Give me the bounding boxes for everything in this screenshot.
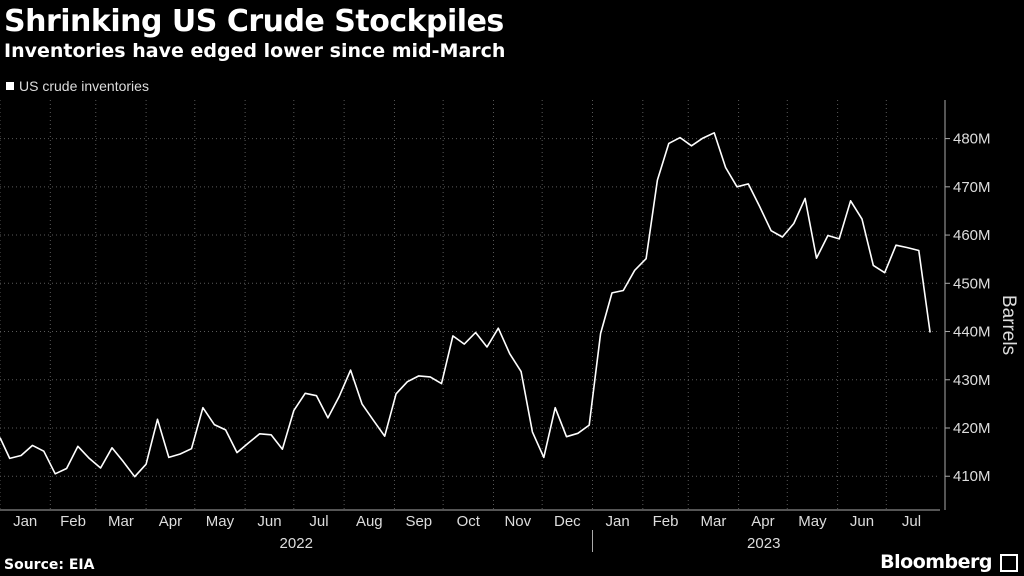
y-tick-label: 440M [953,324,991,341]
x-tick-label: Apr [159,513,182,530]
x-year-label: 2023 [747,535,780,552]
x-tick-label: Jan [13,513,37,530]
x-tick-label: Mar [108,513,134,530]
x-tick-label: Jun [257,513,281,530]
y-tick-label: 410M [953,468,991,485]
y-tick-label: 460M [953,227,991,244]
brand-logo-mark [1000,554,1018,572]
legend: US crude inventories [6,78,149,94]
y-axis-title: Barrels [998,295,1019,355]
x-tick-label: Mar [701,513,727,530]
x-tick-label: Aug [356,513,383,530]
x-tick-label: May [206,513,235,530]
x-tick-label: Dec [554,513,581,530]
y-tick-label: 470M [953,179,991,196]
x-tick-label: Jan [606,513,630,530]
x-tick-label: May [798,513,827,530]
chart-title: Shrinking US Crude Stockpiles [4,4,504,39]
x-tick-label: Apr [751,513,774,530]
chart-subtitle: Inventories have edged lower since mid-M… [4,40,506,62]
y-tick-label: 480M [953,131,991,148]
x-tick-label: Jun [850,513,874,530]
source-note: Source: EIA [4,557,95,573]
x-tick-label: Jul [309,513,328,530]
x-tick-label: Nov [504,513,531,530]
x-tick-label: Feb [653,513,679,530]
y-tick-label: 420M [953,420,991,437]
y-tick-label: 430M [953,372,991,389]
x-tick-label: Oct [457,513,481,530]
x-year-label: 2022 [280,535,313,552]
legend-swatch [6,82,14,90]
series-line-us-crude-inventories [0,132,931,478]
x-tick-label: Feb [60,513,86,530]
y-tick-label: 450M [953,275,991,292]
x-tick-label: Jul [902,513,921,530]
x-tick-label: Sep [405,513,432,530]
legend-label: US crude inventories [19,78,149,94]
brand-logo-text: Bloomberg [880,551,992,573]
